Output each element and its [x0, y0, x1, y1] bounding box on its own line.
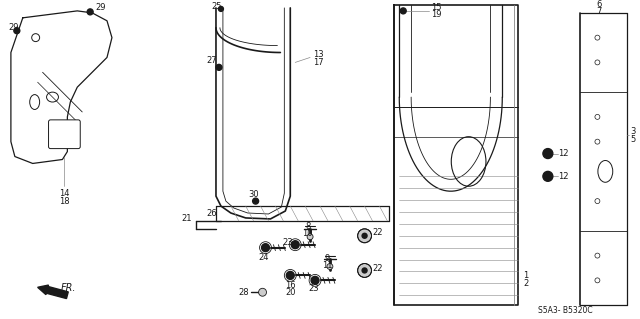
Circle shape	[216, 64, 222, 70]
Circle shape	[543, 149, 553, 159]
Text: 11: 11	[322, 261, 333, 270]
Circle shape	[87, 9, 93, 15]
Text: S5A3- B5320C: S5A3- B5320C	[538, 306, 593, 315]
Circle shape	[358, 229, 371, 243]
Circle shape	[286, 271, 294, 279]
Text: 25: 25	[211, 3, 221, 11]
Text: 29: 29	[95, 4, 106, 12]
Text: 22: 22	[372, 228, 383, 237]
Text: 10: 10	[302, 229, 313, 238]
Circle shape	[543, 171, 553, 181]
Text: 12: 12	[558, 172, 568, 181]
Text: 20: 20	[285, 288, 296, 297]
Text: 12: 12	[558, 149, 568, 158]
Text: 22: 22	[372, 264, 383, 273]
FancyBboxPatch shape	[49, 120, 80, 149]
Circle shape	[259, 288, 266, 296]
FancyArrow shape	[38, 285, 68, 299]
Circle shape	[358, 263, 371, 278]
Text: 16: 16	[285, 281, 296, 290]
Text: FR.: FR.	[60, 283, 76, 293]
Circle shape	[362, 233, 367, 238]
Text: 7: 7	[596, 7, 602, 16]
Text: 29: 29	[8, 23, 19, 32]
Circle shape	[14, 28, 20, 34]
Text: 2: 2	[523, 279, 529, 288]
Text: 13: 13	[313, 50, 324, 59]
Circle shape	[327, 263, 333, 270]
Text: 14: 14	[60, 189, 70, 198]
Text: 8: 8	[305, 222, 310, 231]
Text: 6: 6	[596, 0, 602, 10]
Text: 18: 18	[60, 197, 70, 206]
Text: 17: 17	[313, 58, 324, 67]
Circle shape	[311, 276, 319, 284]
Text: 3: 3	[630, 127, 636, 136]
Text: 21: 21	[181, 214, 192, 223]
Circle shape	[262, 244, 269, 252]
Text: 9: 9	[325, 254, 330, 263]
Text: 28: 28	[239, 288, 250, 297]
Text: 24: 24	[259, 253, 269, 262]
Circle shape	[291, 241, 299, 249]
Circle shape	[307, 234, 313, 240]
Circle shape	[218, 6, 223, 11]
Circle shape	[362, 268, 367, 273]
Circle shape	[400, 8, 406, 14]
Text: 23: 23	[282, 238, 293, 247]
Circle shape	[253, 198, 259, 204]
Text: 1: 1	[523, 271, 529, 280]
Text: 23: 23	[308, 284, 319, 293]
Text: 15: 15	[431, 4, 442, 12]
Text: 27: 27	[206, 56, 217, 65]
Text: 19: 19	[431, 10, 442, 19]
Text: 5: 5	[630, 135, 636, 144]
Text: 26: 26	[206, 210, 217, 219]
Text: 30: 30	[249, 190, 259, 199]
